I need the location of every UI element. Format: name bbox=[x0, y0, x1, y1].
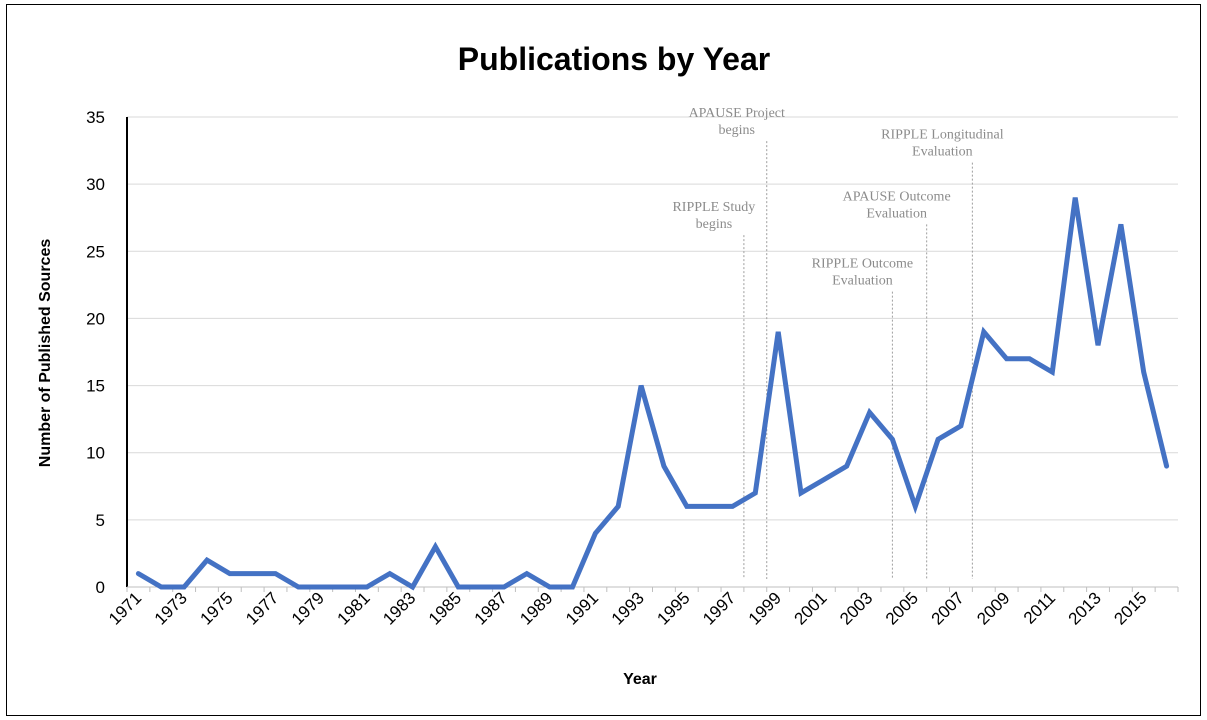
annotation-label: RIPPLE Outcome Evaluation bbox=[812, 257, 914, 289]
annotation-label: APAUSE Project begins bbox=[689, 106, 785, 138]
x-tick-label: 1995 bbox=[653, 588, 693, 628]
gridlines bbox=[127, 116, 1178, 521]
x-axis-title: Year bbox=[623, 671, 657, 688]
y-tick-label: 35 bbox=[86, 108, 105, 127]
x-tick-label: 1987 bbox=[471, 588, 511, 628]
x-tick-label: 1981 bbox=[334, 588, 374, 628]
x-tick-label: 1983 bbox=[379, 588, 419, 628]
y-tick-label: 5 bbox=[96, 511, 105, 530]
y-tick-label: 10 bbox=[86, 444, 105, 463]
x-tick-labels: 1971 1973 1975 1977 1979 1981 1983 1985 1987 1989… bbox=[105, 587, 1179, 629]
y-tick-label: 30 bbox=[86, 175, 105, 194]
annotation-label: APAUSE Outcome Evaluation bbox=[843, 189, 951, 221]
x-tick-label: 2007 bbox=[928, 588, 968, 628]
annotation-label: RIPPLE Longitudinal Evaluation bbox=[881, 128, 1004, 160]
series-group bbox=[135, 197, 1170, 591]
x-tick-label: 1991 bbox=[562, 588, 602, 628]
x-tick-label: 2003 bbox=[836, 588, 876, 628]
chart-frame bbox=[6, 4, 1201, 716]
x-tick-label: 2009 bbox=[973, 588, 1013, 628]
x-tick-label: 1979 bbox=[288, 588, 328, 628]
annotation-label: RIPPLE Study begins bbox=[672, 200, 755, 232]
x-tick-label: 2013 bbox=[1065, 588, 1105, 628]
x-tick-label: 1973 bbox=[151, 588, 191, 628]
y-tick-label: 15 bbox=[86, 377, 105, 396]
x-tick-label: 2001 bbox=[791, 588, 831, 628]
x-tick-label: 1997 bbox=[699, 588, 739, 628]
series-line bbox=[135, 197, 1170, 591]
x-tick-label: 1975 bbox=[196, 588, 236, 628]
annotations: RIPPLE Study begins APAUSE Project begins RI… bbox=[672, 106, 1004, 579]
x-tick-label: 1993 bbox=[608, 588, 648, 628]
y-tick-label: 25 bbox=[86, 242, 105, 261]
y-tick-labels: 0 5 10 15 20 25 30 35 bbox=[86, 108, 105, 597]
x-tick-label: 1985 bbox=[425, 588, 465, 628]
x-tick-label: 2005 bbox=[882, 588, 922, 628]
x-tick-label: 1977 bbox=[242, 588, 282, 628]
x-tick-label: 1999 bbox=[745, 588, 785, 628]
y-axis-title: Number of Published Sources bbox=[37, 239, 54, 468]
x-tick-label: 2011 bbox=[1020, 588, 1059, 627]
chart-title: Publications by Year bbox=[458, 41, 770, 77]
x-tick-label: 2015 bbox=[1110, 588, 1150, 628]
y-tick-label: 20 bbox=[86, 309, 105, 328]
x-tick-label: 1989 bbox=[516, 588, 556, 628]
x-tick-label: 1971 bbox=[105, 588, 145, 628]
y-tick-label: 0 bbox=[96, 578, 105, 597]
